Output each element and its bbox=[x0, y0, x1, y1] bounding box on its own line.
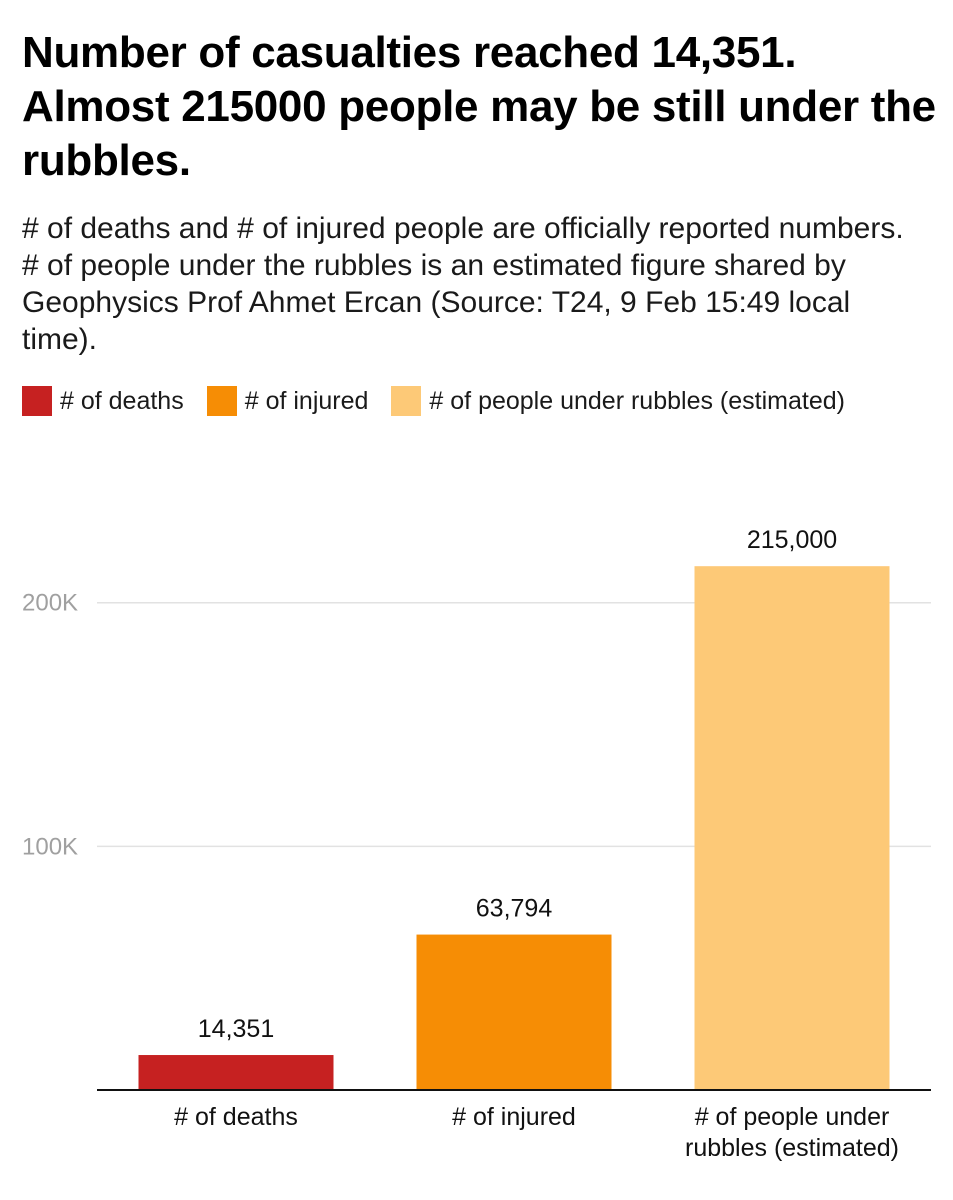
chart-subtitle: # of deaths and # of injured people are … bbox=[22, 212, 904, 356]
legend-label-deaths: # of deaths bbox=[60, 386, 184, 415]
data-label: 215,000 bbox=[747, 526, 837, 554]
x-category-label: # of people under bbox=[695, 1103, 890, 1131]
chart-title: Number of casualties reached 14,351. Alm… bbox=[22, 28, 936, 185]
data-label: 63,794 bbox=[476, 895, 553, 923]
y-tick-label: 100K bbox=[22, 833, 78, 860]
legend-item-deaths: # of deaths bbox=[22, 386, 184, 416]
x-category-label: # of deaths bbox=[174, 1103, 298, 1131]
bar-2 bbox=[694, 566, 890, 1090]
legend-item-rubbles: # of people under rubbles (estimated) bbox=[391, 386, 845, 416]
data-label: 14,351 bbox=[198, 1015, 274, 1043]
legend-swatch-injured bbox=[206, 386, 237, 416]
chart-legend: # of deaths # of injured # of people und… bbox=[22, 386, 868, 416]
legend-swatch-deaths bbox=[22, 386, 52, 416]
legend-swatch-rubbles bbox=[391, 386, 422, 416]
legend-label-injured: # of injured bbox=[244, 386, 369, 415]
legend-item-injured: # of injured bbox=[206, 386, 369, 416]
y-tick-label: 200K bbox=[22, 590, 78, 617]
x-category-label: # of injured bbox=[452, 1103, 576, 1131]
legend-label-rubbles: # of people under rubbles (estimated) bbox=[429, 386, 845, 415]
bar-0 bbox=[138, 1055, 334, 1090]
bar-1 bbox=[416, 934, 612, 1090]
x-category-label: rubbles (estimated) bbox=[685, 1134, 899, 1162]
